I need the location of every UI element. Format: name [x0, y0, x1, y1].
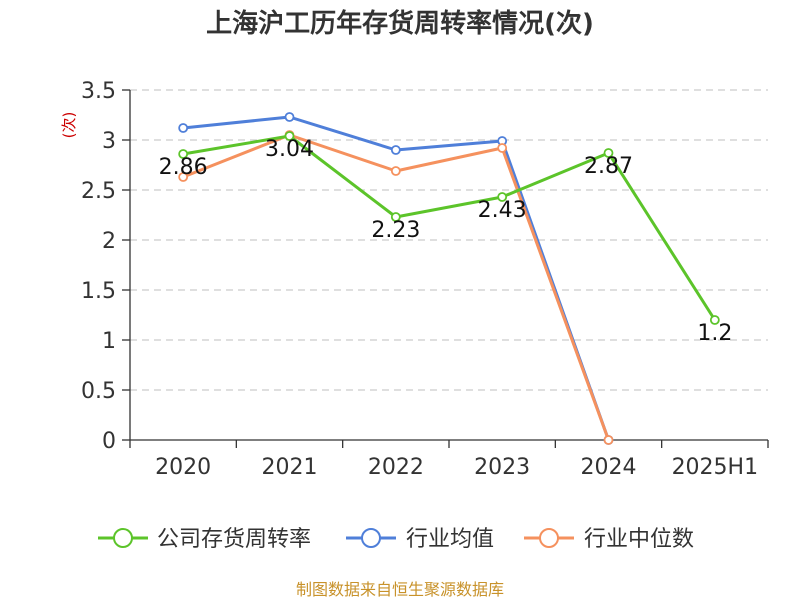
- data-label: 2.43: [478, 198, 527, 223]
- legend-label: 行业均值: [406, 527, 494, 552]
- series-line-1: [183, 115, 610, 441]
- y-tick-label: 1.5: [81, 279, 116, 304]
- legend-item-1[interactable]: 行业均值: [346, 527, 494, 552]
- series-group: [178, 112, 720, 445]
- data-point: [390, 212, 401, 222]
- x-tick-label: 2020: [155, 455, 211, 480]
- y-tick-label: 2.5: [81, 179, 116, 204]
- legend-marker: [361, 528, 381, 548]
- y-tick-label: 3: [102, 129, 116, 154]
- source-note: 制图数据来自恒生聚源数据库: [296, 580, 504, 599]
- data-label: 2.87: [584, 154, 633, 179]
- data-label: 3.04: [265, 137, 314, 162]
- data-point: [603, 148, 614, 158]
- legend-marker: [539, 528, 559, 548]
- grid-lines: [130, 89, 768, 391]
- data-point: [603, 435, 614, 445]
- data-point: [497, 192, 508, 202]
- x-tick-label: 2021: [262, 455, 318, 480]
- y-tick-label: 2: [102, 229, 116, 254]
- data-point: [178, 149, 189, 159]
- data-point: [709, 315, 720, 325]
- legend-item-2[interactable]: 行业中位数: [524, 527, 694, 552]
- data-labels: 2.86 3.04 2.23 2.43 2.87 1.2: [159, 137, 733, 346]
- chart-title: 上海沪工历年存货周转率情况(次): [206, 8, 594, 39]
- data-point: [178, 172, 189, 182]
- data-point: [284, 131, 295, 141]
- y-tick-label: 1: [102, 329, 116, 354]
- axes: 0 0.5 1 1.5 2 2.5 3 3.5 2020 2021 2022 2023 2024 2025…: [81, 79, 769, 480]
- legend-item-0[interactable]: 公司存货周转率: [98, 527, 311, 552]
- x-tick-label: 2023: [474, 455, 530, 480]
- data-point: [497, 143, 508, 153]
- y-tick-label: 0: [102, 429, 116, 454]
- data-point: [390, 166, 401, 176]
- y-axis-label: (次): [60, 112, 78, 139]
- data-point: [178, 123, 189, 133]
- series-line-0: [182, 134, 717, 321]
- data-point: [390, 145, 401, 155]
- legend-marker: [113, 528, 133, 548]
- x-tick-label: 2025H1: [672, 455, 759, 480]
- x-tick-label: 2022: [368, 455, 424, 480]
- data-label: 2.86: [159, 155, 208, 180]
- x-tick-label: 2024: [581, 455, 637, 480]
- legend-label: 行业中位数: [584, 527, 694, 552]
- y-tick-label: 0.5: [81, 379, 116, 404]
- data-label: 1.2: [697, 321, 732, 346]
- data-point: [284, 112, 295, 122]
- y-tick-label: 3.5: [81, 79, 116, 104]
- data-label: 2.23: [371, 218, 420, 243]
- legend-label: 公司存货周转率: [157, 527, 311, 552]
- legend[interactable]: 公司存货周转率 行业均值 行业中位数: [98, 527, 694, 552]
